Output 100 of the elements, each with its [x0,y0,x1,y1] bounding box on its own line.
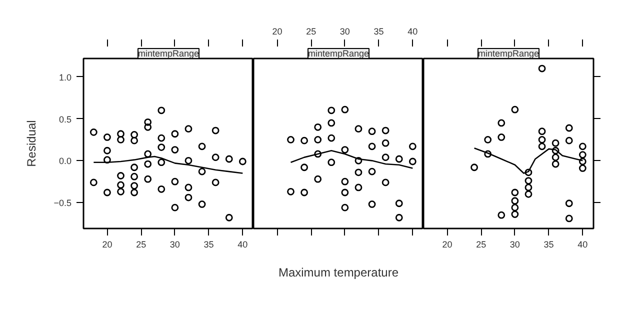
point [538,64,546,72]
point [104,146,111,154]
point [158,106,166,114]
point [368,142,376,150]
point [300,136,308,144]
point [354,156,362,164]
point [552,160,560,168]
point [511,197,519,205]
y-tick-label: −0.5 [54,198,72,208]
x-tick-label: 25 [306,26,316,36]
point [171,204,179,212]
point [565,214,573,222]
point [314,136,322,144]
point [90,128,98,136]
point [300,164,308,172]
point [287,136,294,144]
x-tick-label: 40 [408,26,418,36]
point [341,106,349,114]
point [117,172,124,180]
point [198,168,206,176]
point [314,123,322,131]
point [484,150,492,158]
point [524,190,532,198]
x-tick-label: 20 [272,26,282,36]
point [130,136,138,144]
point [117,181,124,189]
point [130,188,138,196]
point [212,154,220,162]
point [144,160,152,168]
point [158,134,166,142]
point [552,139,560,147]
point [565,124,573,132]
point [470,164,478,172]
point [238,158,246,166]
point [511,106,519,114]
point [184,194,192,202]
point [130,164,138,172]
y-tick-label: 0.0 [58,156,72,166]
point [382,126,390,134]
x-tick-label: 35 [204,240,214,250]
point [184,184,192,192]
point [90,178,98,186]
point [130,182,138,190]
point [395,214,403,222]
x-tick-label: 25 [476,240,486,250]
x-axis-title: Maximum temperature [278,266,399,280]
point [341,188,349,196]
point [225,155,233,163]
point [368,200,376,208]
point [538,128,546,136]
point [354,125,362,133]
point [158,158,166,166]
point [341,204,349,212]
point [130,131,138,138]
x-tick-label: 40 [238,240,248,250]
point [144,175,152,183]
point [171,178,179,186]
x-tick-label: 35 [544,240,554,250]
point [395,200,403,208]
point [382,178,390,186]
point [184,156,192,164]
point [144,123,152,131]
point [184,125,192,133]
point [117,188,124,196]
chart-title: mintempRange [138,48,200,58]
point [117,130,124,138]
point [354,168,362,176]
point [104,156,111,164]
point [578,151,586,158]
x-tick-label: 30 [340,26,350,36]
point [538,142,546,150]
point [144,150,152,158]
point [498,211,506,219]
point [511,210,519,218]
point [408,158,416,166]
x-tick-label: 20 [442,240,452,250]
point [368,128,376,136]
x-tick-label: 30 [170,240,180,250]
point [328,158,336,166]
point [498,119,506,127]
point [212,178,220,186]
point [171,130,179,138]
point [130,172,138,180]
point [565,200,573,208]
point [511,204,519,212]
x-tick-label: 20 [102,240,112,250]
x-tick-label: 35 [374,26,384,36]
point [382,139,390,147]
point [578,142,586,150]
y-tick-label: 1.0 [58,72,72,82]
chart-title: mintempRange [308,48,370,58]
point [511,188,519,196]
point [498,134,506,141]
point [158,144,166,151]
point [225,214,233,222]
point [524,177,532,184]
point [538,136,546,144]
point [328,106,336,114]
y-tick-label: 0.5 [58,114,72,124]
point [565,136,573,144]
